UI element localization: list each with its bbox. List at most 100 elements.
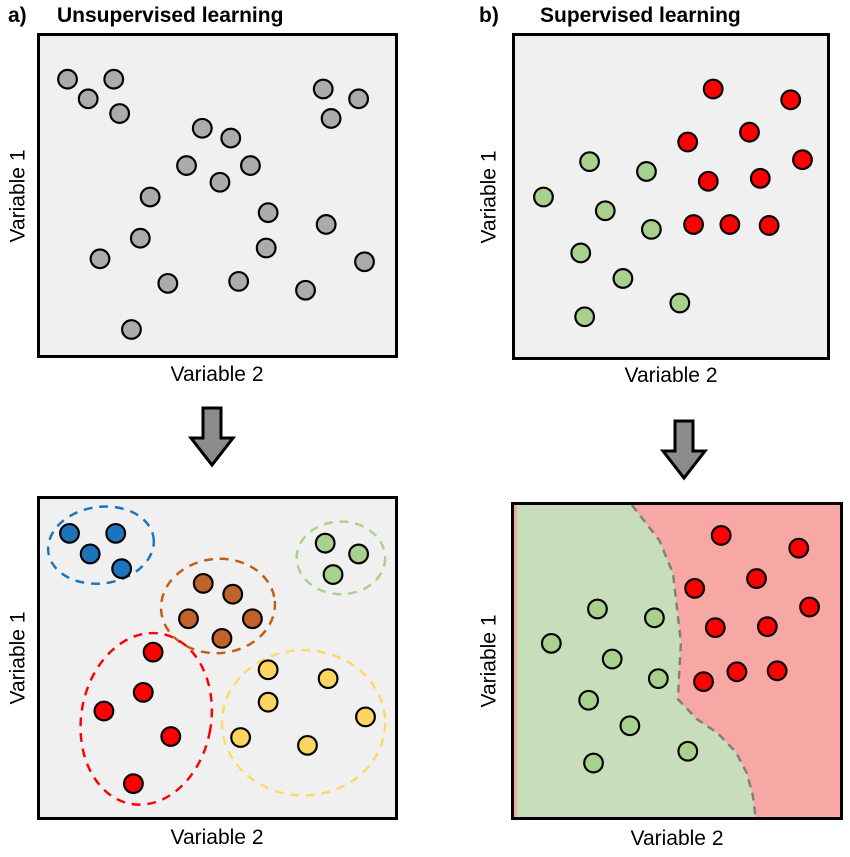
cluster-ellipse-red	[79, 631, 214, 806]
data-point-class-green	[619, 715, 641, 737]
cluster-ellipse-brown	[159, 557, 277, 655]
section-b-tag: b)	[479, 4, 499, 27]
data-point-yellow	[230, 727, 252, 748]
data-point-unlabeled	[220, 127, 242, 149]
data-point-class-red	[704, 617, 726, 639]
data-point-class-red	[684, 577, 706, 599]
data-point-class-green	[533, 186, 554, 208]
data-point-unlabeled	[320, 108, 342, 129]
data-point-class-red	[749, 167, 771, 189]
cluster-ellipse-yellow	[220, 648, 387, 797]
data-point-class-green	[644, 607, 665, 629]
data-point-blue	[111, 558, 133, 580]
data-point-unlabeled	[315, 214, 337, 235]
supervised-labeled-canvas	[533, 78, 813, 328]
data-point-class-green	[578, 689, 600, 711]
data-point-class-green	[570, 242, 592, 264]
data-point-class-green	[587, 598, 608, 620]
data-point-class-green	[594, 200, 616, 222]
data-point-yellow	[355, 706, 376, 728]
data-point-class-red	[780, 89, 802, 111]
data-point-class-green	[540, 632, 562, 654]
data-point-blue	[59, 522, 80, 544]
data-point-blue	[79, 543, 101, 565]
data-point-class-red	[693, 671, 714, 693]
data-point-unlabeled	[157, 272, 179, 294]
data-point-brown	[192, 573, 214, 594]
down-arrow-shape	[188, 406, 236, 468]
data-point-class-red	[799, 596, 820, 618]
data-point-class-red	[710, 525, 732, 546]
data-point-red	[160, 726, 182, 747]
data-point-class-green	[583, 752, 604, 774]
data-point-unlabeled	[139, 186, 161, 208]
down-arrow-icon	[188, 406, 236, 468]
data-point-brown	[178, 608, 199, 630]
data-point-unlabeled	[240, 155, 261, 176]
data-point-unlabeled	[191, 117, 213, 139]
data-point-brown	[211, 627, 233, 649]
supervised-decision-boundary-canvas	[514, 505, 840, 817]
decision-boundary-line	[630, 505, 757, 817]
unsupervised-raw-canvas	[57, 68, 375, 340]
data-point-unlabeled	[103, 68, 125, 90]
data-point-unlabeled	[295, 279, 316, 301]
region-green	[516, 505, 756, 817]
data-point-green	[314, 532, 336, 554]
data-point-class-green	[640, 218, 662, 240]
data-point-unlabeled	[209, 171, 231, 193]
data-point-class-red	[756, 616, 778, 638]
unsupervised-clusters-canvas	[46, 505, 387, 806]
data-point-unlabeled	[257, 202, 279, 224]
data-point-class-red	[746, 568, 767, 589]
down-arrow-shape	[660, 419, 708, 481]
data-point-unlabeled	[121, 319, 142, 340]
data-point-class-red	[739, 121, 760, 143]
down-arrow-icon	[660, 419, 708, 481]
data-point-class-red	[697, 170, 719, 192]
data-point-brown	[222, 583, 244, 605]
data-point-class-green	[579, 151, 600, 173]
data-point-yellow	[257, 659, 279, 681]
data-point-unlabeled	[77, 88, 99, 110]
data-point-red	[142, 641, 164, 663]
data-point-class-red	[677, 131, 699, 153]
x-axis-label-b-top: Variable 2	[624, 364, 718, 387]
data-point-yellow	[317, 668, 339, 690]
data-point-unlabeled	[176, 155, 197, 176]
scatter-unsupervised-clusters	[37, 496, 398, 820]
data-point-blue	[105, 522, 127, 544]
data-point-red	[132, 681, 154, 703]
data-point-class-red	[788, 537, 810, 559]
data-point-red	[93, 700, 115, 722]
data-point-yellow	[297, 734, 318, 756]
scatter-unsupervised-input	[37, 33, 398, 358]
data-point-green	[322, 564, 344, 585]
cluster-ellipse-blue	[46, 505, 156, 585]
data-point-class-green	[574, 306, 596, 328]
data-point-class-red	[792, 149, 813, 171]
data-point-class-red	[702, 78, 724, 100]
data-point-class-red	[758, 215, 780, 236]
data-point-unlabeled	[255, 237, 277, 259]
x-axis-label-a-bottom: Variable 2	[170, 826, 264, 849]
data-point-class-red	[719, 214, 741, 235]
data-point-class-green	[647, 668, 669, 690]
data-point-class-green	[669, 292, 691, 314]
data-point-class-red	[683, 214, 704, 235]
data-point-unlabeled	[57, 68, 78, 90]
x-axis-label-a-top: Variable 2	[170, 363, 264, 386]
data-point-green	[348, 543, 370, 565]
data-point-brown	[241, 608, 263, 630]
cluster-ellipse-green	[295, 520, 387, 596]
data-point-red	[122, 773, 144, 795]
data-point-class-green	[601, 648, 623, 670]
section-a-title: Unsupervised learning	[57, 4, 284, 27]
data-point-yellow	[257, 691, 279, 713]
data-point-unlabeled	[109, 103, 131, 124]
data-point-unlabeled	[354, 251, 375, 273]
section-b-title: Supervised learning	[540, 4, 741, 27]
data-point-unlabeled	[348, 88, 370, 110]
data-point-class-green	[636, 161, 657, 182]
